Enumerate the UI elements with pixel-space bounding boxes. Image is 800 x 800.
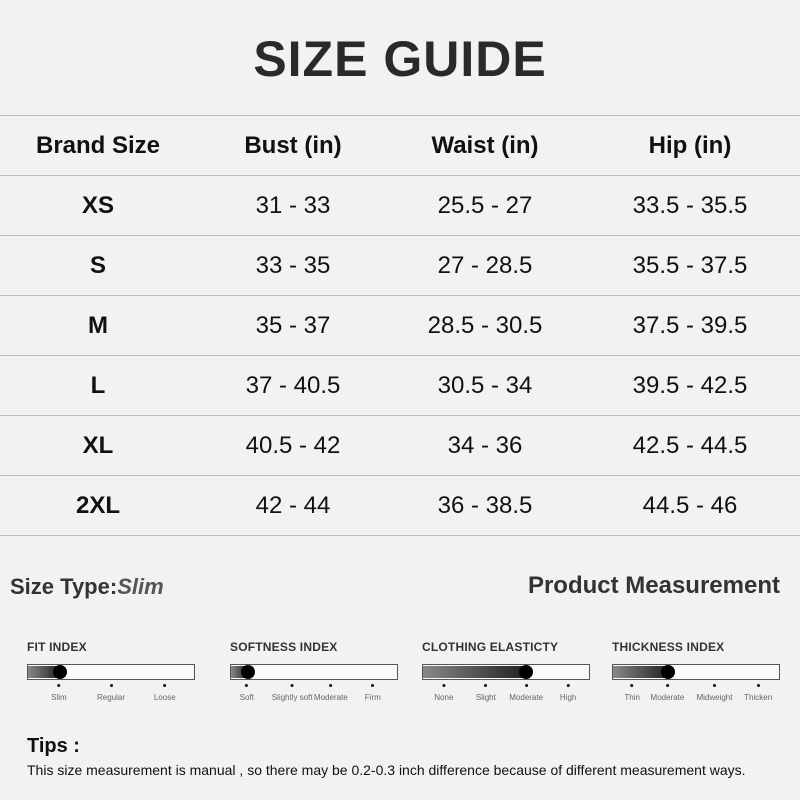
measurement-cell: 44.5 - 46: [580, 475, 800, 536]
index-level-label: Regular: [97, 684, 125, 702]
index-knob: [518, 665, 533, 679]
measurement-cell: 28.5 - 30.5: [390, 295, 580, 356]
index-level-label: Moderate: [651, 684, 685, 702]
index-level-label: Thicken: [744, 684, 772, 702]
measurement-cell: 42.5 - 44.5: [580, 415, 800, 476]
product-measurement-heading: Product Measurement: [527, 572, 780, 599]
index-level-label: Slim: [51, 684, 67, 702]
index-title: THICKNESS INDEX: [612, 640, 725, 654]
index-level-label: Thin: [624, 684, 640, 702]
table-row: XL 40.5 - 42 34 - 36 42.5 - 44.5: [0, 415, 800, 476]
index-fill: [613, 666, 668, 678]
measurement-cell: 33.5 - 35.5: [580, 175, 800, 236]
measurement-cell: 30.5 - 34: [390, 355, 580, 416]
index-bar: [612, 664, 780, 680]
measurement-cell: 40.5 - 42: [196, 415, 390, 476]
column-header: Brand Size: [0, 115, 196, 176]
table-row: M 35 - 37 28.5 - 30.5 37.5 - 39.5: [0, 295, 800, 356]
size-cell: XS: [0, 175, 196, 236]
size-table: Brand Size Bust (in) Waist (in) Hip (in)…: [0, 115, 800, 536]
column-header: Hip (in): [580, 115, 800, 176]
column-header: Bust (in): [196, 115, 390, 176]
index-level-label: Soft: [240, 684, 254, 702]
measurement-cell: 31 - 33: [196, 175, 390, 236]
table-row: 2XL 42 - 44 36 - 38.5 44.5 - 46: [0, 475, 800, 536]
index-title: SOFTNESS INDEX: [230, 640, 338, 654]
index-level-label: None: [434, 684, 453, 702]
size-type-value: Slim: [117, 574, 164, 599]
table-row: L 37 - 40.5 30.5 - 34 39.5 - 42.5: [0, 355, 800, 416]
table-header-row: Brand Size Bust (in) Waist (in) Hip (in): [0, 115, 800, 176]
index-scale: FIT INDEX Slim Regular Loose: [27, 640, 195, 706]
measurement-cell: 34 - 36: [390, 415, 580, 476]
measurement-cell: 36 - 38.5: [390, 475, 580, 536]
page-title: SIZE GUIDE: [253, 31, 547, 87]
index-title: FIT INDEX: [27, 640, 87, 654]
size-cell: XL: [0, 415, 196, 476]
index-scale: THICKNESS INDEX Thin Moderate Midweight Thic…: [612, 640, 780, 706]
size-type: Size Type:Slim: [10, 574, 164, 600]
index-knob: [52, 665, 67, 679]
index-scale: SOFTNESS INDEX Soft Slightly soft Moderate F…: [230, 640, 398, 706]
size-cell: S: [0, 235, 196, 296]
index-knob: [240, 665, 255, 679]
measurement-cell: 35.5 - 37.5: [580, 235, 800, 296]
measurement-cell: 39.5 - 42.5: [580, 355, 800, 416]
measurement-cell: 27 - 28.5: [390, 235, 580, 296]
index-level-label: Loose: [154, 684, 176, 702]
index-level-label: Slight: [476, 684, 496, 702]
measurement-cell: 42 - 44: [196, 475, 390, 536]
measurement-cell: 35 - 37: [196, 295, 390, 356]
index-title: CLOTHING ELASTICTY: [422, 640, 559, 654]
index-level-label: Moderate: [509, 684, 543, 702]
index-level-label: Firm: [365, 684, 381, 702]
size-type-label: Size Type:: [10, 574, 118, 599]
column-header: Waist (in): [390, 115, 580, 176]
index-level-label: Slightly soft: [272, 684, 313, 702]
table-row: S 33 - 35 27 - 28.5 35.5 - 37.5: [0, 235, 800, 296]
index-fill: [28, 666, 60, 678]
index-level-label: Moderate: [314, 684, 348, 702]
size-cell: 2XL: [0, 475, 196, 536]
index-knob: [660, 665, 675, 679]
measurement-cell: 37.5 - 39.5: [580, 295, 800, 356]
index-scale: CLOTHING ELASTICTY None Slight Moderate High: [422, 640, 590, 706]
tips-text: This size measurement is manual , so the…: [27, 762, 746, 778]
index-bar: [230, 664, 398, 680]
tips-heading: Tips :: [27, 735, 80, 757]
index-fill: [423, 666, 526, 678]
index-bar: [27, 664, 195, 680]
index-bar: [422, 664, 590, 680]
measurement-cell: 33 - 35: [196, 235, 390, 296]
measurement-cell: 37 - 40.5: [196, 355, 390, 416]
index-level-label: Midweight: [696, 684, 732, 702]
index-level-label: High: [560, 684, 576, 702]
measurement-cell: 25.5 - 27: [390, 175, 580, 236]
size-cell: L: [0, 355, 196, 416]
table-row: XS 31 - 33 25.5 - 27 33.5 - 35.5: [0, 175, 800, 236]
size-cell: M: [0, 295, 196, 356]
